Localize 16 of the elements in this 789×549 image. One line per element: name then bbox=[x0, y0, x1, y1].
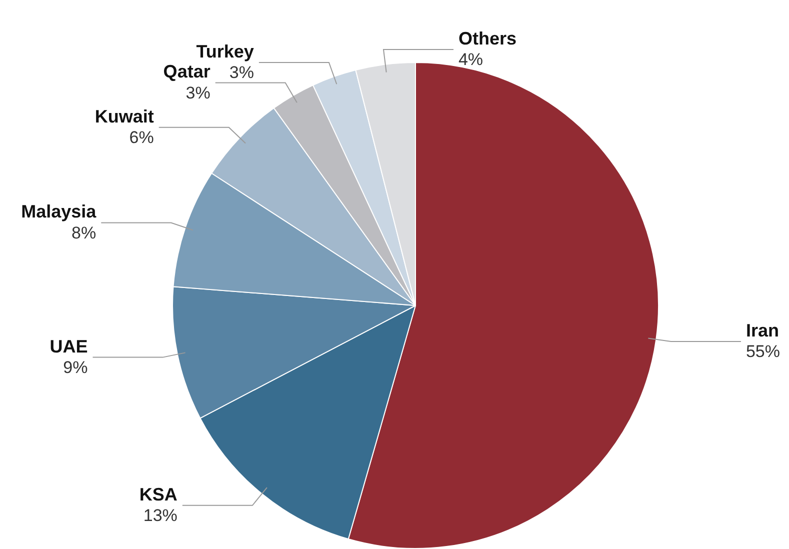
slice-label: Iran bbox=[746, 320, 779, 340]
data-label: 3% bbox=[229, 63, 254, 82]
data-label: 9% bbox=[63, 358, 88, 377]
data-label: 13% bbox=[143, 506, 178, 526]
slice-label: Turkey bbox=[196, 41, 254, 62]
slice-label: UAE bbox=[50, 336, 88, 356]
data-label: 3% bbox=[186, 83, 210, 102]
data-label: 6% bbox=[129, 128, 154, 148]
slice-label: KSA bbox=[139, 484, 178, 504]
slice-label: Kuwait bbox=[94, 106, 154, 126]
slice-label: Others bbox=[458, 28, 517, 48]
data-label: 55% bbox=[746, 342, 780, 362]
data-label: 8% bbox=[72, 223, 96, 242]
slice-label: Qatar bbox=[163, 62, 210, 82]
data-label: 4% bbox=[458, 50, 484, 70]
slice-label: Malaysia bbox=[21, 202, 98, 222]
